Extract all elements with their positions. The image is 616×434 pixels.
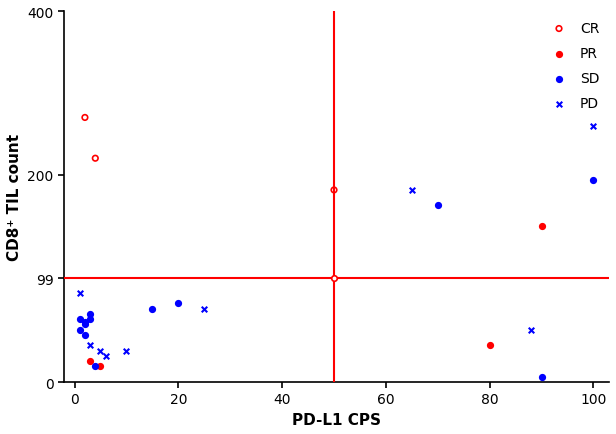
SD — [433, 202, 443, 209]
PD — [588, 123, 598, 130]
CR — [91, 155, 100, 162]
Point — [329, 275, 339, 282]
PD — [121, 347, 131, 354]
SD — [588, 177, 598, 184]
PD — [200, 306, 209, 312]
SD — [75, 316, 84, 323]
PD — [526, 326, 536, 333]
PD — [95, 347, 105, 354]
PD — [85, 342, 95, 349]
SD — [537, 374, 546, 381]
Y-axis label: CD8⁺ TIL count: CD8⁺ TIL count — [7, 134, 22, 261]
CR — [80, 115, 90, 122]
SD — [147, 306, 157, 312]
PR — [85, 358, 95, 365]
SD — [91, 363, 100, 370]
PD — [101, 352, 111, 359]
X-axis label: PD-L1 CPS: PD-L1 CPS — [292, 412, 381, 427]
Legend: CR, PR, SD, PD: CR, PR, SD, PD — [540, 16, 605, 117]
SD — [80, 321, 90, 328]
SD — [80, 332, 90, 339]
PD — [407, 187, 417, 194]
PD — [75, 290, 84, 297]
CR — [329, 187, 339, 194]
PR — [95, 363, 105, 370]
SD — [174, 300, 184, 307]
SD — [85, 316, 95, 323]
SD — [80, 319, 90, 326]
SD — [75, 326, 84, 333]
PR — [537, 223, 546, 230]
PR — [485, 342, 495, 349]
SD — [85, 311, 95, 318]
